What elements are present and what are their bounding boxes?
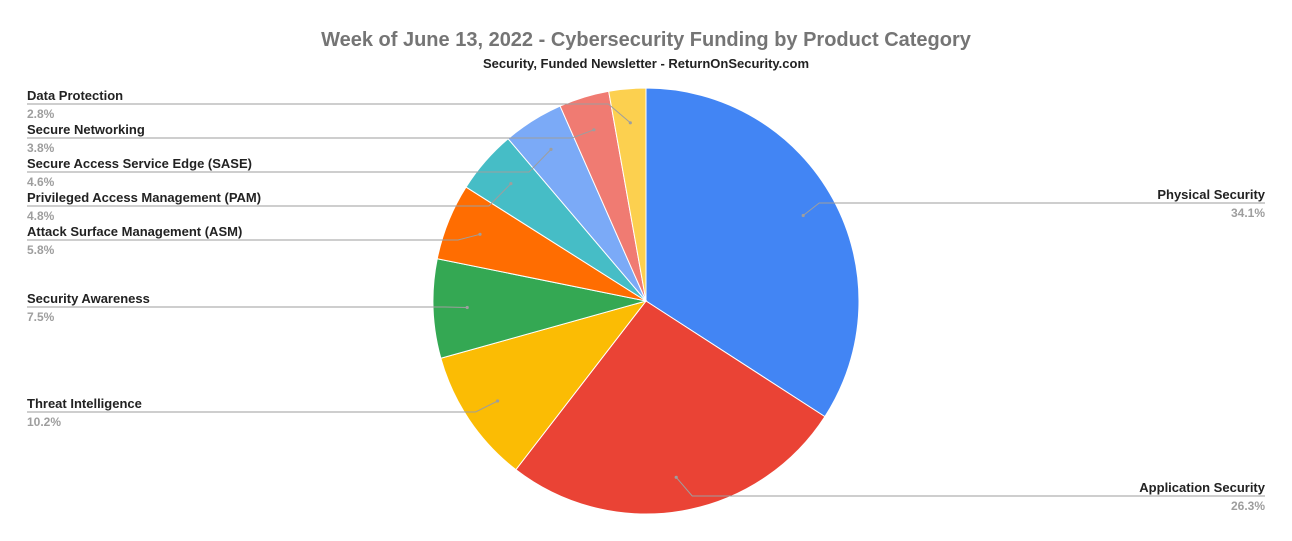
slice-percent-physical-security: 34.1% xyxy=(1231,206,1265,220)
leader-dot xyxy=(465,305,469,310)
pie-slice-physical-security xyxy=(645,87,860,418)
slice-percent-data-protection: 2.8% xyxy=(27,107,55,121)
slice-percent-attack-surface-management-asm: 5.8% xyxy=(27,243,55,257)
chart-title: Week of June 13, 2022 - Cybersecurity Fu… xyxy=(321,29,972,51)
slice-label-secure-networking: Secure Networking xyxy=(27,122,145,137)
slice-label-threat-intelligence: Threat Intelligence xyxy=(27,396,142,411)
leader-line-security-awareness xyxy=(27,306,468,308)
pie-slice-security-awareness xyxy=(432,258,647,359)
leader-line-attack-surface-management-asm xyxy=(27,233,481,241)
leader-dot xyxy=(628,121,632,125)
leader-line-secure-access-service-edge-sase xyxy=(27,149,552,173)
pie-slices xyxy=(432,87,860,515)
slice-labels: Physical Security 34.1% Application Securi… xyxy=(27,88,1266,513)
leader-lines xyxy=(27,103,1265,497)
leader-line-privileged-access-management-pam xyxy=(27,183,512,207)
slice-percent-application-security: 26.3% xyxy=(1231,499,1265,513)
leader-line-threat-intelligence xyxy=(27,400,498,413)
slice-label-physical-security: Physical Security xyxy=(1157,187,1265,202)
slice-label-security-awareness: Security Awareness xyxy=(27,291,150,306)
leader-dot xyxy=(801,213,805,218)
slice-label-secure-access-service-edge-sase: Secure Access Service Edge (SASE) xyxy=(27,156,252,171)
leader-dot xyxy=(549,147,553,151)
pie-slice-threat-intelligence xyxy=(440,300,648,471)
leader-dot xyxy=(496,399,500,403)
slice-percent-secure-networking: 3.8% xyxy=(27,141,55,155)
slice-percent-secure-access-service-edge-sase: 4.6% xyxy=(27,175,55,189)
slice-percent-security-awareness: 7.5% xyxy=(27,310,55,324)
leader-line-secure-networking xyxy=(27,129,595,139)
leader-dot xyxy=(478,232,482,236)
slice-label-attack-surface-management-asm: Attack Surface Management (ASM) xyxy=(27,224,242,239)
leader-line-application-security xyxy=(675,476,1265,497)
pie-slice-application-security xyxy=(515,300,826,515)
slice-label-application-security: Application Security xyxy=(1139,480,1265,495)
slice-label-privileged-access-management-pam: Privileged Access Management (PAM) xyxy=(27,190,261,205)
leader-line-physical-security xyxy=(802,202,1265,216)
leader-line-data-protection xyxy=(27,103,631,124)
leader-dot xyxy=(509,182,513,186)
slice-percent-threat-intelligence: 10.2% xyxy=(27,415,61,429)
slice-label-data-protection: Data Protection xyxy=(27,88,123,103)
leader-dot xyxy=(592,128,596,132)
leader-dot xyxy=(674,475,678,479)
slice-percent-privileged-access-management-pam: 4.8% xyxy=(27,209,55,223)
pie-slice-data-protection xyxy=(608,87,647,302)
chart-subtitle: Security, Funded Newsletter - ReturnOnSe… xyxy=(483,56,809,71)
